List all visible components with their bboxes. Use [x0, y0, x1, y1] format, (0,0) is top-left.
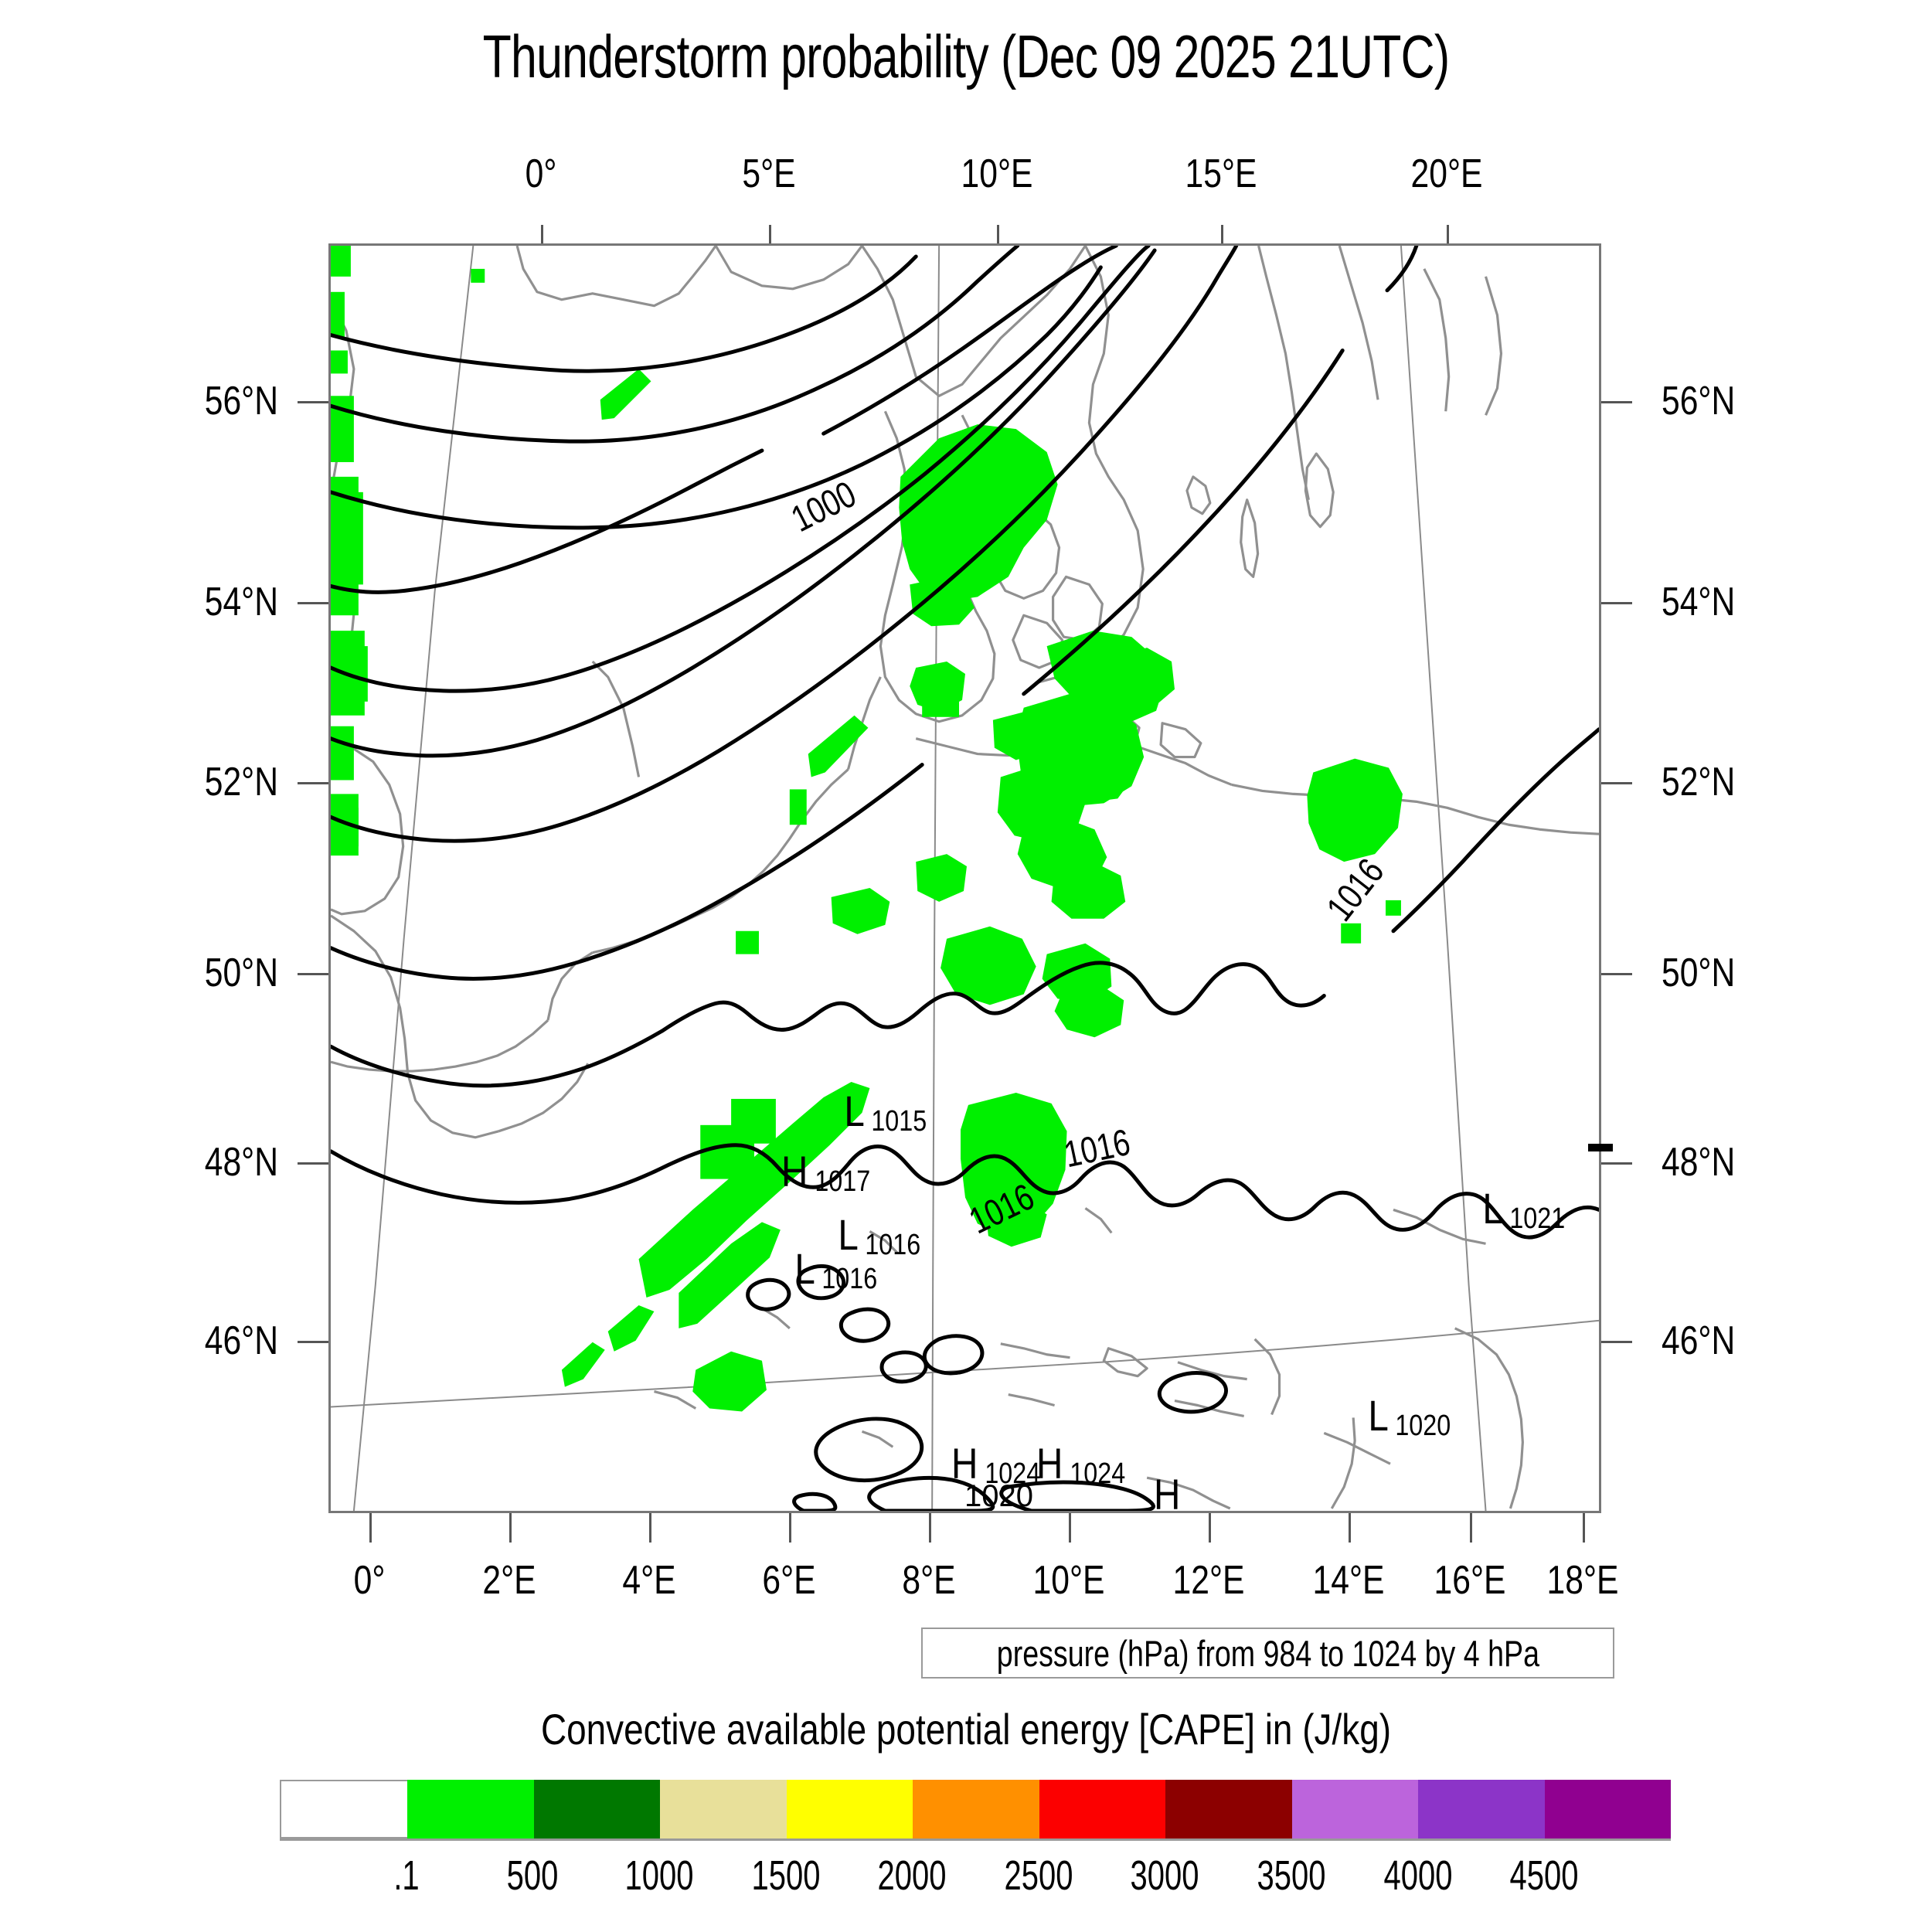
lat-left-tick-2	[298, 782, 328, 784]
lat-left-label-3: 50°N	[204, 951, 278, 995]
colorbar-swatch-1[interactable]	[407, 1780, 534, 1838]
lat-right-label-4: 48°N	[1662, 1140, 1736, 1185]
lat-left-tick-3	[298, 973, 328, 975]
colorbar-swatch-8[interactable]	[1291, 1780, 1419, 1838]
lat-right-label-1: 54°N	[1662, 580, 1736, 624]
lon-bottom-tick-1	[509, 1513, 512, 1543]
lon-bottom-tick-7	[1349, 1513, 1351, 1543]
lat-right-label-0: 56°N	[1662, 379, 1736, 423]
lat-left-tick-0	[298, 401, 328, 403]
lat-right-tick-5	[1601, 1341, 1632, 1343]
edge-marker-h	[1588, 1144, 1613, 1151]
pressure-marker-L-1016a: L 1016	[838, 1210, 921, 1261]
lon-bottom-tick-0	[369, 1513, 372, 1543]
pressure-marker-H-clipped: H	[1154, 1470, 1181, 1513]
lon-bottom-tick-5	[1069, 1513, 1071, 1543]
colorbar-label-2: 1000	[624, 1852, 694, 1899]
lon-top-label-1: 5°E	[742, 151, 796, 196]
lon-top-label-4: 20°E	[1410, 151, 1483, 196]
pressure-marker-H-1024a: H 1024	[951, 1439, 1041, 1490]
lon-top-label-3: 15°E	[1185, 151, 1257, 196]
lon-top-tick-1	[769, 225, 771, 243]
map-canvas	[331, 246, 1599, 1511]
pressure-marker-L-1015: L 1015	[844, 1087, 927, 1138]
lat-right-tick-2	[1601, 782, 1632, 784]
pressure-legend-text: pressure (hPa) from 984 to 1024 by 4 hPa	[996, 1632, 1539, 1674]
lon-bottom-tick-9	[1583, 1513, 1585, 1543]
colorbar-label-9: 4500	[1509, 1852, 1579, 1899]
colorbar-label-8: 4000	[1383, 1852, 1453, 1899]
colorbar-swatch-2[interactable]	[533, 1780, 661, 1838]
lon-top-tick-4	[1447, 225, 1449, 243]
colorbar-label-4: 2000	[877, 1852, 947, 1899]
lat-right-label-3: 50°N	[1662, 951, 1736, 995]
lon-bottom-tick-2	[649, 1513, 651, 1543]
cape-colorbar-labels: .1 500 1000 1500 2000 2500 3000 3500 4000 4500	[280, 1852, 1671, 1906]
colorbar-swatch-5[interactable]	[913, 1780, 1039, 1838]
lon-bottom-label-4: 8°E	[902, 1558, 956, 1603]
lon-bottom-tick-6	[1209, 1513, 1211, 1543]
pressure-marker-H-1024b: H 1024	[1036, 1439, 1126, 1490]
colorbar-label-1: 500	[506, 1852, 559, 1899]
pressure-marker-H-1017: H 1017	[781, 1147, 871, 1198]
pressure-marker-L-1020: L 1020	[1368, 1391, 1451, 1442]
colorbar-swatch-4[interactable]	[786, 1780, 913, 1838]
colorbar-label-3: 1500	[751, 1852, 820, 1899]
lon-bottom-label-6: 12°E	[1172, 1558, 1245, 1603]
colorbar-label-7: 3500	[1257, 1852, 1326, 1899]
colorbar-label-5: 2500	[1004, 1852, 1073, 1899]
lon-bottom-label-0: 0°	[353, 1558, 386, 1603]
cape-colorbar[interactable]	[280, 1780, 1671, 1841]
lon-bottom-tick-3	[789, 1513, 791, 1543]
lon-bottom-tick-8	[1470, 1513, 1472, 1543]
lon-bottom-label-7: 14°E	[1312, 1558, 1385, 1603]
lon-top-label-0: 0°	[525, 151, 557, 196]
colorbar-swatch-6[interactable]	[1039, 1780, 1166, 1838]
lat-left-label-5: 46°N	[204, 1318, 278, 1363]
colorbar-swatch-3[interactable]	[660, 1780, 787, 1838]
contour-label-clipped: 1020	[964, 1479, 1033, 1513]
colorbar-label-6: 3000	[1130, 1852, 1199, 1899]
lon-bottom-tick-4	[929, 1513, 931, 1543]
cape-shading-layer	[331, 246, 1403, 1412]
colorbar-label-0: .1	[393, 1852, 420, 1899]
lon-bottom-label-9: 18°E	[1546, 1558, 1619, 1603]
lon-top-tick-3	[1221, 225, 1223, 243]
lat-right-tick-4	[1601, 1162, 1632, 1165]
lat-right-label-5: 46°N	[1662, 1318, 1736, 1363]
colorbar-swatch-10[interactable]	[1544, 1780, 1671, 1838]
lat-left-tick-4	[298, 1162, 328, 1165]
lat-left-label-4: 48°N	[204, 1140, 278, 1185]
cape-caption: Convective available potential energy [C…	[540, 1705, 1392, 1753]
pressure-marker-L-1021: L 1021	[1482, 1184, 1566, 1235]
lat-right-label-2: 52°N	[1662, 760, 1736, 804]
lat-left-label-0: 56°N	[204, 379, 278, 423]
page-title: Thunderstorm probability (Dec 09 2025 21…	[482, 22, 1450, 90]
lat-right-tick-1	[1601, 602, 1632, 604]
lat-right-tick-0	[1601, 401, 1632, 403]
lat-left-tick-5	[298, 1341, 328, 1343]
lon-bottom-label-1: 2°E	[482, 1558, 536, 1603]
pressure-marker-L-1016b: L 1016	[794, 1244, 878, 1295]
lat-left-label-1: 54°N	[204, 580, 278, 624]
graticule-parallels	[331, 1319, 1599, 1408]
lon-bottom-label-5: 10°E	[1032, 1558, 1105, 1603]
lon-top-tick-0	[541, 225, 543, 243]
colorbar-swatch-9[interactable]	[1418, 1780, 1545, 1838]
lat-left-tick-1	[298, 602, 328, 604]
lon-top-tick-2	[997, 225, 999, 243]
colorbar-swatch-0[interactable]	[280, 1780, 408, 1838]
lon-bottom-label-2: 4°E	[622, 1558, 676, 1603]
isobar-layer	[331, 246, 1599, 1511]
lat-left-label-2: 52°N	[204, 760, 278, 804]
colorbar-swatch-7[interactable]	[1165, 1780, 1292, 1838]
lon-top-label-2: 10°E	[961, 151, 1033, 196]
lon-bottom-label-8: 16°E	[1434, 1558, 1506, 1603]
pressure-legend-box: pressure (hPa) from 984 to 1024 by 4 hPa	[921, 1628, 1614, 1679]
lat-right-tick-3	[1601, 973, 1632, 975]
lon-bottom-label-3: 6°E	[762, 1558, 816, 1603]
